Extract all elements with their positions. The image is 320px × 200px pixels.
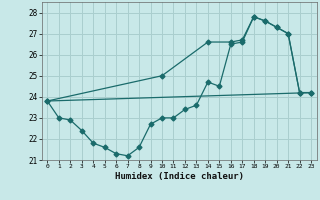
X-axis label: Humidex (Indice chaleur): Humidex (Indice chaleur) bbox=[115, 172, 244, 181]
